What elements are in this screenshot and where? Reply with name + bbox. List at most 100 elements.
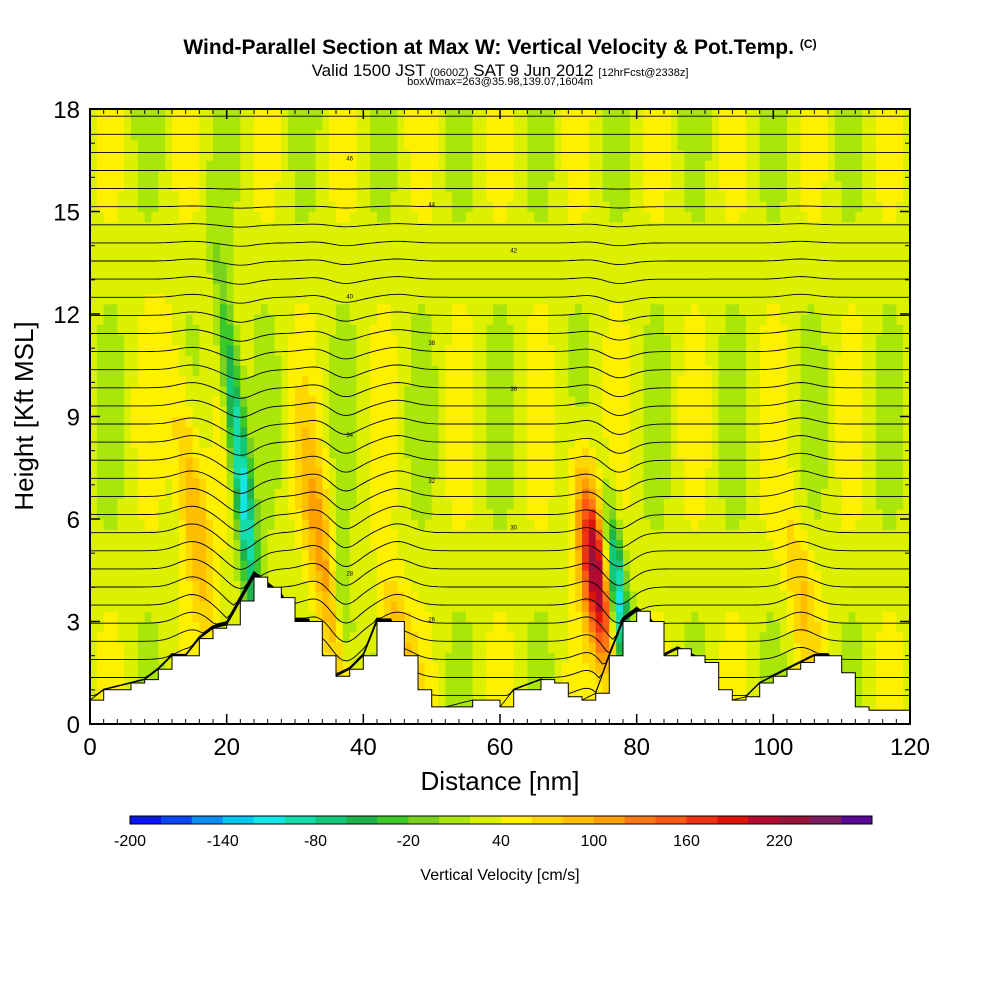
velocity-cell xyxy=(616,262,624,274)
velocity-cell xyxy=(172,406,180,418)
velocity-cell xyxy=(274,385,282,397)
velocity-cell xyxy=(582,385,590,397)
velocity-cell xyxy=(561,283,569,295)
velocity-cell xyxy=(383,109,392,120)
velocity-cell xyxy=(486,252,494,264)
velocity-cell xyxy=(418,467,426,479)
velocity-cell xyxy=(192,508,200,520)
velocity-cell xyxy=(151,488,159,500)
velocity-cell xyxy=(609,170,617,182)
velocity-cell xyxy=(534,652,542,664)
velocity-cell xyxy=(254,252,262,264)
velocity-cell xyxy=(527,662,535,674)
velocity-cell xyxy=(404,519,412,530)
velocity-cell xyxy=(206,560,214,571)
velocity-cell xyxy=(479,478,487,489)
velocity-cell xyxy=(206,150,214,161)
velocity-cell xyxy=(288,529,296,541)
velocity-cell xyxy=(500,314,508,325)
velocity-cell xyxy=(206,160,214,172)
velocity-cell xyxy=(117,262,125,274)
velocity-cell xyxy=(650,549,658,561)
velocity-cell xyxy=(431,693,440,705)
velocity-cell xyxy=(308,601,317,612)
velocity-cell xyxy=(643,488,651,500)
velocity-cell xyxy=(500,139,508,151)
velocity-cell xyxy=(363,601,371,612)
velocity-cell xyxy=(547,447,556,459)
velocity-cell xyxy=(301,478,310,489)
velocity-cell xyxy=(342,211,351,223)
velocity-cell xyxy=(390,344,399,356)
velocity-cell xyxy=(185,539,194,551)
velocity-cell xyxy=(527,109,535,120)
velocity-cell xyxy=(459,293,467,305)
velocity-cell xyxy=(472,365,481,377)
velocity-cell xyxy=(390,478,399,489)
velocity-cell xyxy=(288,519,296,530)
velocity-cell xyxy=(117,283,125,295)
velocity-cell xyxy=(144,570,153,582)
velocity-cell xyxy=(185,426,194,438)
velocity-cell xyxy=(117,580,125,592)
velocity-cell xyxy=(513,396,522,407)
velocity-cell xyxy=(185,457,194,469)
velocity-cell xyxy=(254,457,262,469)
velocity-cell xyxy=(500,601,508,612)
velocity-cell xyxy=(438,396,446,407)
velocity-cell xyxy=(185,109,194,120)
velocity-cell xyxy=(472,150,481,161)
velocity-cell xyxy=(219,150,228,161)
velocity-cell xyxy=(431,211,440,223)
velocity-cell xyxy=(192,303,200,315)
velocity-cell xyxy=(390,129,399,141)
velocity-cell xyxy=(643,262,651,274)
velocity-cell xyxy=(137,273,146,284)
velocity-cell xyxy=(349,457,358,469)
velocity-cell xyxy=(226,539,235,551)
velocity-cell xyxy=(582,570,590,582)
velocity-cell xyxy=(390,283,399,295)
velocity-cell xyxy=(219,406,228,418)
velocity-cell xyxy=(418,437,426,448)
velocity-cell xyxy=(342,201,351,213)
velocity-cell xyxy=(117,549,125,561)
velocity-cell xyxy=(506,396,515,407)
velocity-cell xyxy=(131,416,139,428)
velocity-cell xyxy=(137,519,146,530)
velocity-cell xyxy=(404,508,412,520)
velocity-cell xyxy=(452,529,460,541)
velocity-cell xyxy=(404,375,412,387)
velocity-cell xyxy=(349,170,358,182)
velocity-cell xyxy=(643,221,651,233)
velocity-cell xyxy=(650,498,658,510)
velocity-cell xyxy=(472,549,481,561)
velocity-cell xyxy=(561,232,569,243)
velocity-cell xyxy=(315,109,323,120)
velocity-cell xyxy=(575,549,583,561)
velocity-cell xyxy=(582,365,590,377)
velocity-cell xyxy=(500,355,508,366)
velocity-cell xyxy=(267,385,276,397)
velocity-cell xyxy=(274,324,282,336)
velocity-cell xyxy=(260,242,269,254)
velocity-cell xyxy=(595,611,604,623)
velocity-cell xyxy=(588,560,597,571)
velocity-cell xyxy=(322,488,330,500)
velocity-cell xyxy=(172,191,180,202)
velocity-cell xyxy=(588,631,597,643)
velocity-cell xyxy=(315,601,323,612)
velocity-cell xyxy=(301,437,310,448)
velocity-cell xyxy=(616,457,624,469)
velocity-cell xyxy=(308,293,317,305)
velocity-cell xyxy=(342,539,351,551)
velocity-cell xyxy=(418,416,426,428)
velocity-cell xyxy=(588,508,597,520)
velocity-cell xyxy=(554,119,563,131)
velocity-cell xyxy=(178,129,187,141)
velocity-cell xyxy=(267,293,276,305)
velocity-cell xyxy=(438,119,446,131)
velocity-cell xyxy=(629,293,638,305)
velocity-cell xyxy=(629,416,638,428)
velocity-cell xyxy=(602,601,610,612)
